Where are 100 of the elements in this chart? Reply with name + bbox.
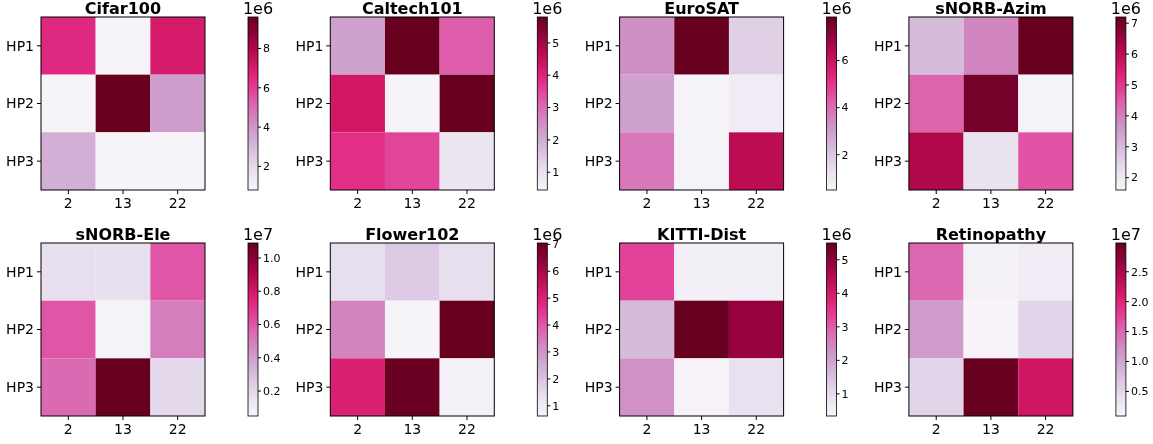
color-bar-title: 1e6: [821, 0, 852, 18]
color-bar-label: 2: [841, 148, 849, 162]
y-tick-label: HP3: [874, 153, 902, 170]
chart-title: Retinopathy: [935, 225, 1047, 244]
color-bar-title: 1e6: [532, 0, 563, 18]
color-bar-label: 0.2: [263, 384, 281, 398]
x-tick-label: 13: [403, 195, 422, 211]
x-tick-label: 2: [931, 195, 941, 211]
x-tick-label: 22: [1036, 421, 1055, 437]
y-tick-label: HP2: [874, 95, 902, 112]
y-tick-label: HP3: [295, 379, 324, 396]
color-bar-label: 5: [552, 36, 560, 50]
color-bar-label: 4: [841, 287, 849, 301]
color-bar-label: 8: [263, 42, 270, 56]
x-tick-label: 22: [747, 195, 766, 211]
color-bar-label: 6: [1130, 47, 1138, 61]
color-bar-title: 1e6: [1110, 0, 1141, 18]
x-tick-label: 2: [353, 195, 363, 211]
color-bar-label: 1.5: [1130, 325, 1149, 339]
chart-title: KITTI-Dist: [657, 225, 747, 244]
color-bar-label: 4: [552, 69, 560, 83]
y-tick-label: HP2: [584, 321, 613, 338]
y-tick-label: HP2: [6, 95, 34, 112]
color-bar-label: 3: [552, 345, 560, 359]
x-tick-label: 22: [1036, 195, 1055, 211]
y-tick-label: HP1: [295, 37, 324, 54]
color-bar-label: 3: [1130, 140, 1138, 154]
chart-title: Caltech101: [361, 0, 463, 18]
y-tick-label: HP3: [6, 153, 34, 170]
y-tick-label: HP1: [295, 263, 324, 280]
color-bar-title: 1e6: [821, 225, 852, 244]
x-tick-label: 13: [114, 195, 132, 211]
chart-title: sNORB-Ele: [75, 225, 171, 244]
x-tick-label: 2: [63, 421, 73, 437]
color-bar-label: 6: [552, 265, 560, 279]
y-tick-label: HP3: [6, 379, 34, 396]
color-bar-title: 1e7: [242, 225, 274, 244]
color-bar-label: 2: [552, 133, 560, 147]
color-bar-label: 1: [841, 387, 849, 401]
y-tick-label: HP3: [584, 153, 613, 170]
color-bar-label: 7: [1130, 17, 1138, 31]
x-tick-label: 13: [692, 421, 711, 437]
x-tick-label: 2: [642, 421, 652, 437]
color-bar-label: 2: [552, 372, 560, 386]
color-bar-label: 1: [552, 399, 560, 413]
color-bar-label: 4: [263, 120, 270, 134]
color-bar-label: 5: [1130, 78, 1138, 92]
x-tick-label: 2: [642, 195, 652, 211]
y-tick-label: HP1: [6, 263, 34, 280]
x-tick-label: 22: [168, 195, 187, 211]
y-tick-label: HP2: [295, 95, 324, 112]
color-bar-label: 2: [1130, 171, 1138, 185]
x-tick-label: 2: [353, 421, 363, 437]
color-bar-label: 0.4: [263, 351, 281, 365]
color-bar-label: 6: [263, 81, 270, 95]
color-bar-label: 4: [1130, 109, 1138, 123]
x-tick-label: 2: [931, 421, 941, 437]
y-tick-label: HP1: [584, 37, 613, 54]
color-bar-label: 5: [841, 253, 849, 267]
x-tick-label: 22: [168, 421, 187, 437]
color-bar-label: 6: [841, 54, 849, 68]
x-tick-label: 13: [403, 421, 422, 437]
color-bar-label: 2: [263, 160, 270, 174]
x-tick-label: 22: [458, 195, 476, 211]
x-tick-label: 2: [63, 195, 73, 211]
x-tick-label: 13: [114, 421, 132, 437]
y-tick-label: HP1: [6, 37, 34, 54]
y-tick-label: HP3: [874, 379, 902, 396]
y-tick-label: HP2: [6, 321, 34, 338]
color-bar-label: 0.5: [1130, 385, 1149, 399]
y-tick-label: HP1: [874, 37, 902, 54]
color-bar-label: 3: [841, 320, 849, 334]
chart-title: EuroSAT: [664, 0, 740, 18]
color-bar-title: 1e6: [242, 0, 274, 18]
y-tick-label: HP2: [584, 95, 613, 112]
color-bar-label: 2.0: [1130, 295, 1149, 309]
x-tick-label: 13: [981, 421, 1000, 437]
color-bar-label: 1: [552, 166, 560, 180]
chart-title: Cifar100: [84, 0, 162, 18]
color-bar-label: 3: [552, 101, 560, 115]
chart-title: sNORB-Azim: [935, 0, 1047, 18]
x-tick-label: 13: [981, 195, 1000, 211]
color-bar-label: 4: [552, 318, 560, 332]
y-tick-label: HP3: [584, 379, 613, 396]
y-tick-label: HP2: [874, 321, 902, 338]
y-tick-label: HP1: [874, 263, 902, 280]
color-bar-label: 2: [841, 354, 849, 368]
x-tick-label: 22: [458, 421, 476, 437]
color-bar-label: 0.6: [263, 318, 281, 332]
color-bar-label: 0.8: [263, 285, 281, 299]
color-bar-label: 5: [552, 292, 560, 306]
color-bar-title: 1e7: [1110, 225, 1141, 244]
y-tick-label: HP3: [295, 153, 324, 170]
color-bar-label: 2.5: [1130, 265, 1149, 279]
color-bar-label: 1.0: [1130, 355, 1149, 369]
chart-title: Flower102: [365, 225, 460, 244]
x-tick-label: 13: [692, 195, 711, 211]
color-bar-label: 1.0: [263, 251, 281, 265]
y-tick-label: HP2: [295, 321, 324, 338]
y-tick-label: HP1: [584, 263, 613, 280]
